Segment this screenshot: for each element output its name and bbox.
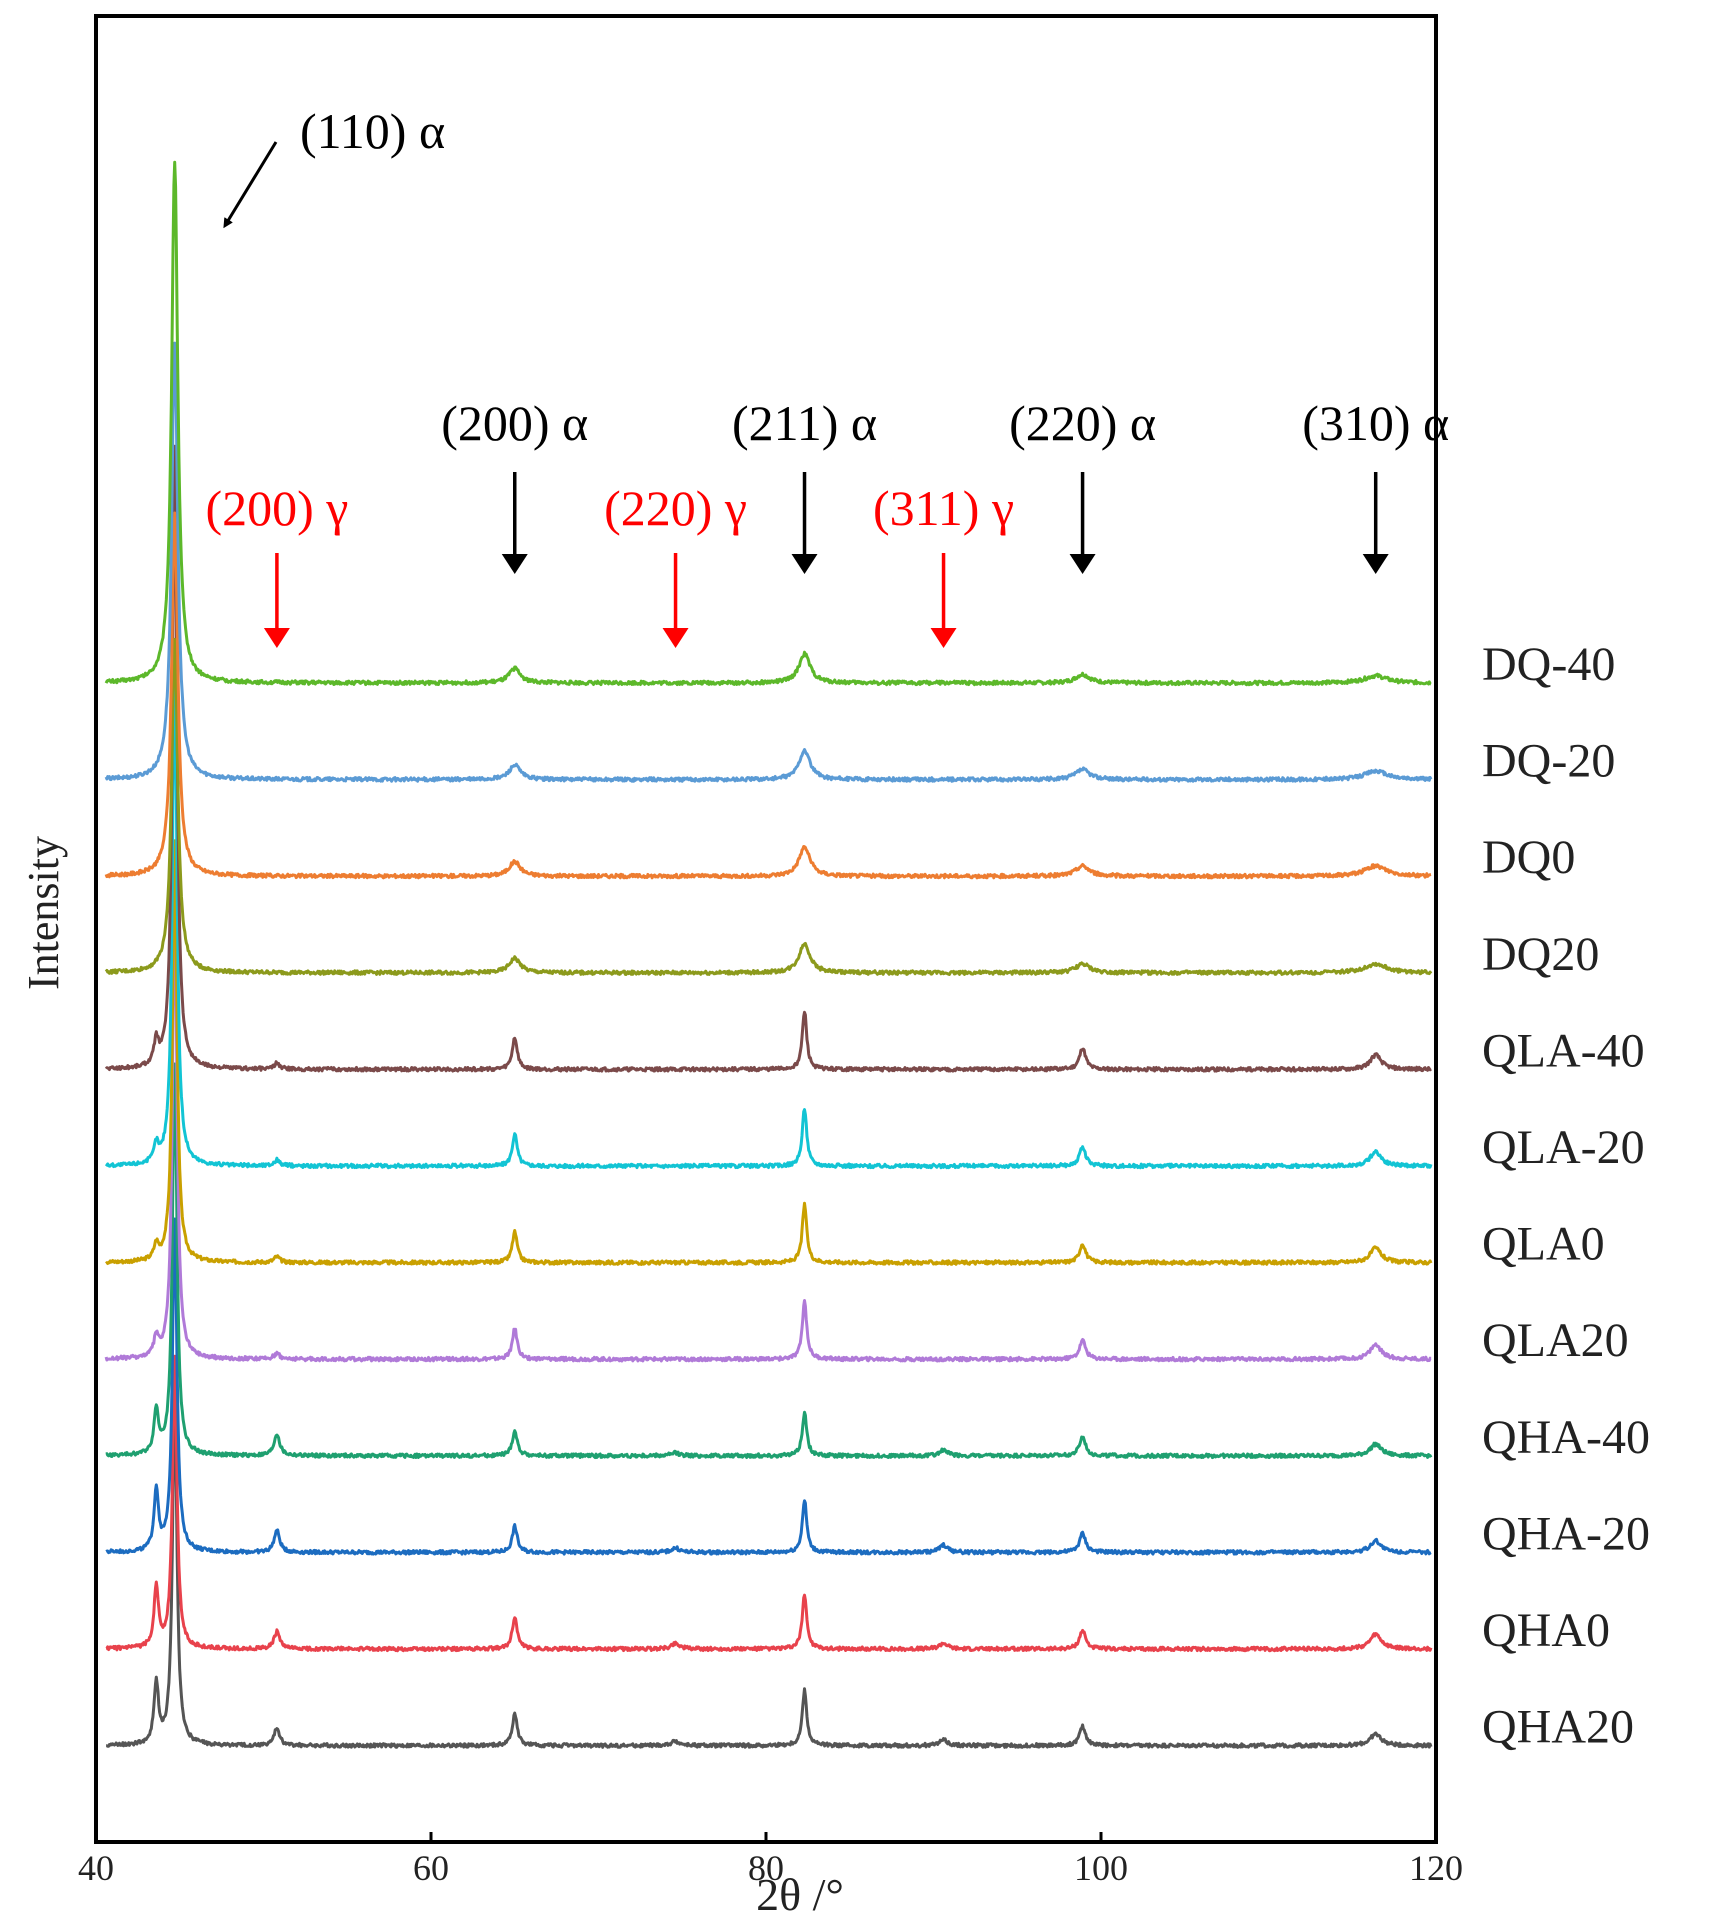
series-label-dq-40: DQ-40: [1482, 638, 1615, 691]
plot-frame: [94, 14, 1438, 1844]
series-label-qla-40: QLA-40: [1482, 1024, 1645, 1077]
series-line-dq-40: [104, 160, 1432, 687]
series-line-qha0: [105, 1354, 1433, 1653]
peak-label-gamma: (220) γ: [604, 480, 747, 536]
x-tick-label: 60: [413, 1848, 449, 1888]
x-tick-label: 100: [1074, 1848, 1128, 1888]
arrow-head: [1069, 554, 1096, 574]
series-line-qha-20: [105, 1217, 1432, 1556]
series-label-qla-20: QLA-20: [1482, 1121, 1645, 1174]
peak-label-alpha: (211) α: [732, 395, 877, 451]
series-line-qla20: [104, 893, 1432, 1363]
arrow-head: [791, 554, 818, 574]
series-line-qla-40: [104, 444, 1432, 1073]
arrow-head: [501, 554, 528, 574]
series-line-qha-40: [105, 1062, 1433, 1460]
peak-arrow-alpha: [223, 141, 278, 229]
x-tick-label: 120: [1409, 1848, 1463, 1888]
series-line-qha20: [105, 1394, 1433, 1749]
x-axis-label: 2θ /°: [756, 1869, 844, 1918]
peak-label-alpha: (220) α: [1009, 395, 1156, 451]
peak-label-alpha: (110) α: [300, 103, 445, 159]
series-label-qla20: QLA20: [1482, 1314, 1629, 1367]
peak-label-alpha: (200) α: [441, 395, 588, 451]
series-labels: QHA20 QHA0 QHA-20 QHA-40 QLA20 QLA0 QLA-20 QLA-…: [1482, 638, 1650, 1754]
x-tick-layer: 40 60 80 100 120: [78, 1832, 1463, 1888]
series-line-qla0: [105, 839, 1433, 1266]
series-line-dq20: [104, 637, 1433, 976]
arrow-head: [930, 628, 957, 648]
series-label-qha0: QHA0: [1482, 1604, 1610, 1657]
peak-label-alpha: (310) α: [1302, 395, 1449, 451]
arrow-head: [662, 628, 689, 648]
series-layer: [104, 160, 1433, 1749]
annotation-layer: (110) α (200) α (211) α (220) α (310) α (200)…: [205, 103, 1449, 648]
series-label-qha-40: QHA-40: [1482, 1411, 1650, 1464]
x-tick-label: 80: [748, 1848, 784, 1888]
series-label-dq-20: DQ-20: [1482, 735, 1615, 788]
series-label-dq0: DQ0: [1482, 831, 1575, 884]
series-label-qha20: QHA20: [1482, 1701, 1634, 1754]
peak-label-gamma: (311) γ: [873, 480, 1014, 536]
y-axis-label: Intensity: [19, 836, 68, 990]
x-tick-label: 40: [78, 1848, 114, 1888]
arrow-head: [263, 628, 290, 648]
arrow-head: [1362, 554, 1389, 574]
series-label-qla0: QLA0: [1482, 1218, 1605, 1271]
series-line-qla-20: [104, 658, 1433, 1170]
series-line-dq-20: [104, 341, 1433, 783]
series-label-dq20: DQ20: [1482, 928, 1599, 981]
series-line-dq0: [104, 511, 1432, 880]
peak-label-gamma: (200) γ: [205, 480, 348, 536]
series-label-qha-20: QHA-20: [1482, 1507, 1650, 1560]
